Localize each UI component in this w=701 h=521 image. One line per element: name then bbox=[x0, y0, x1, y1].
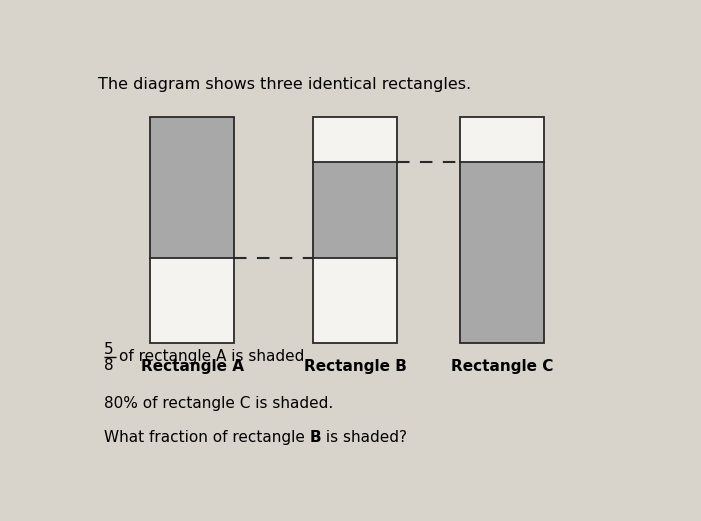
Bar bbox=[313, 117, 397, 343]
Text: Rectangle B: Rectangle B bbox=[304, 359, 407, 375]
Bar bbox=[150, 117, 234, 258]
Text: The diagram shows three identical rectangles.: The diagram shows three identical rectan… bbox=[98, 77, 472, 92]
Text: 5: 5 bbox=[104, 342, 114, 356]
Text: B: B bbox=[310, 430, 321, 445]
Bar bbox=[460, 117, 544, 343]
Text: Rectangle C: Rectangle C bbox=[451, 359, 553, 375]
Text: 80% of rectangle C is shaded.: 80% of rectangle C is shaded. bbox=[104, 396, 333, 411]
Bar bbox=[150, 117, 234, 343]
Text: is shaded?: is shaded? bbox=[321, 430, 407, 445]
Bar bbox=[460, 162, 544, 343]
Bar bbox=[313, 117, 397, 343]
Bar bbox=[313, 162, 397, 258]
Text: What fraction of rectangle: What fraction of rectangle bbox=[104, 430, 310, 445]
Bar bbox=[460, 117, 544, 343]
Text: of rectangle A is shaded.: of rectangle A is shaded. bbox=[119, 349, 309, 364]
Text: 8: 8 bbox=[104, 358, 114, 373]
Bar bbox=[150, 117, 234, 343]
Text: Rectangle A: Rectangle A bbox=[141, 359, 244, 375]
